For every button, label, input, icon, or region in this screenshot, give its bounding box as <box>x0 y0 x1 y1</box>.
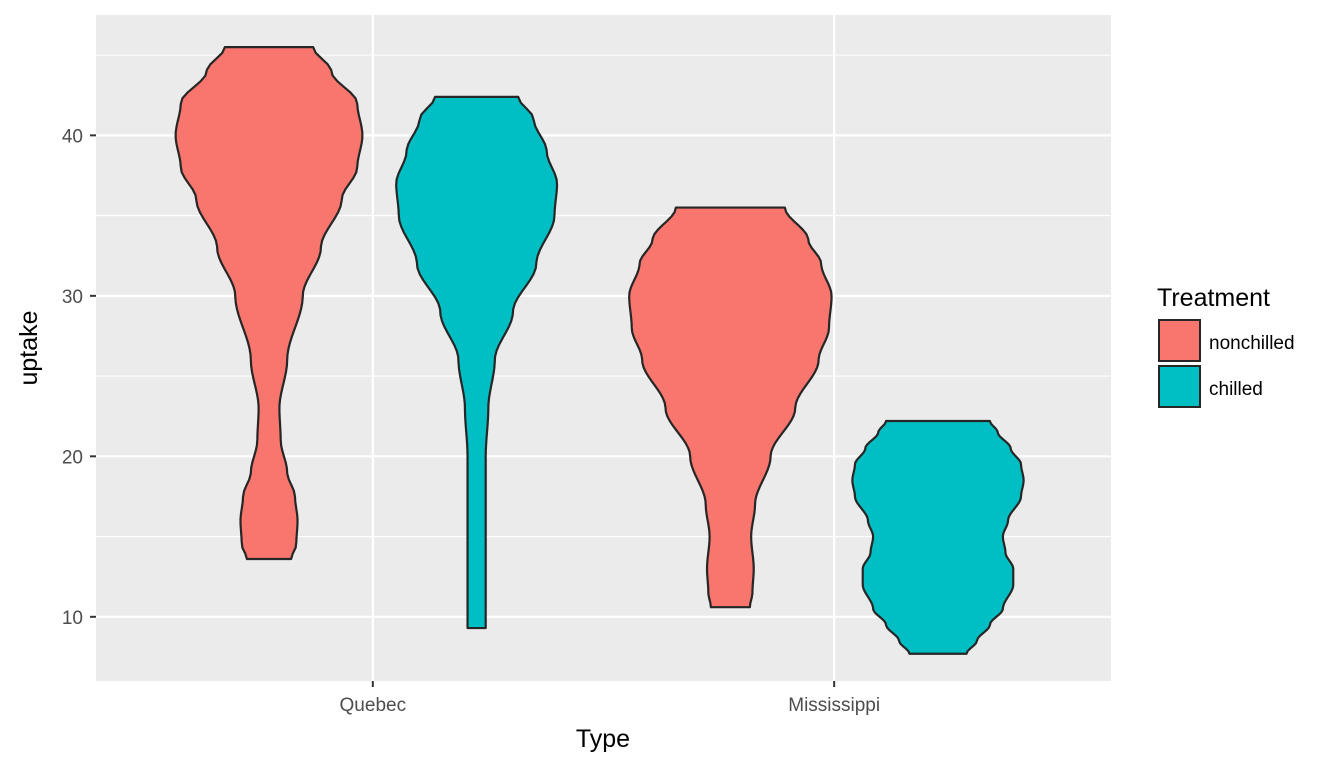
y-tick-label: 20 <box>62 447 83 468</box>
axes: 10 20 30 40 Quebec Mississippi <box>62 126 880 716</box>
x-tick-label: Mississippi <box>788 695 880 716</box>
y-tick-label: 40 <box>62 126 83 147</box>
x-axis-title: Type <box>576 725 630 753</box>
legend-title: Treatment <box>1157 284 1270 312</box>
violin-chilled-quebec <box>395 95 559 630</box>
violins <box>174 46 1025 655</box>
y-tick-label: 30 <box>62 287 83 308</box>
violin-chilled-mississippi <box>851 419 1025 655</box>
legend-item-nonchilled: nonchilled <box>1158 319 1295 362</box>
x-tick-label: Quebec <box>340 695 407 716</box>
legend-label-nonchilled: nonchilled <box>1209 333 1295 354</box>
legend-swatch-chilled <box>1158 365 1201 408</box>
y-tick-label: 10 <box>62 608 83 629</box>
legend-label-chilled: chilled <box>1209 379 1263 400</box>
legend: Treatment nonchilled chilled <box>1157 284 1295 408</box>
legend-item-chilled: chilled <box>1158 365 1263 408</box>
violin-nonchilled-quebec <box>174 46 364 561</box>
y-axis-title: uptake <box>15 310 43 385</box>
legend-swatch-nonchilled <box>1158 319 1201 362</box>
violin-nonchilled-mississippi <box>628 206 833 609</box>
